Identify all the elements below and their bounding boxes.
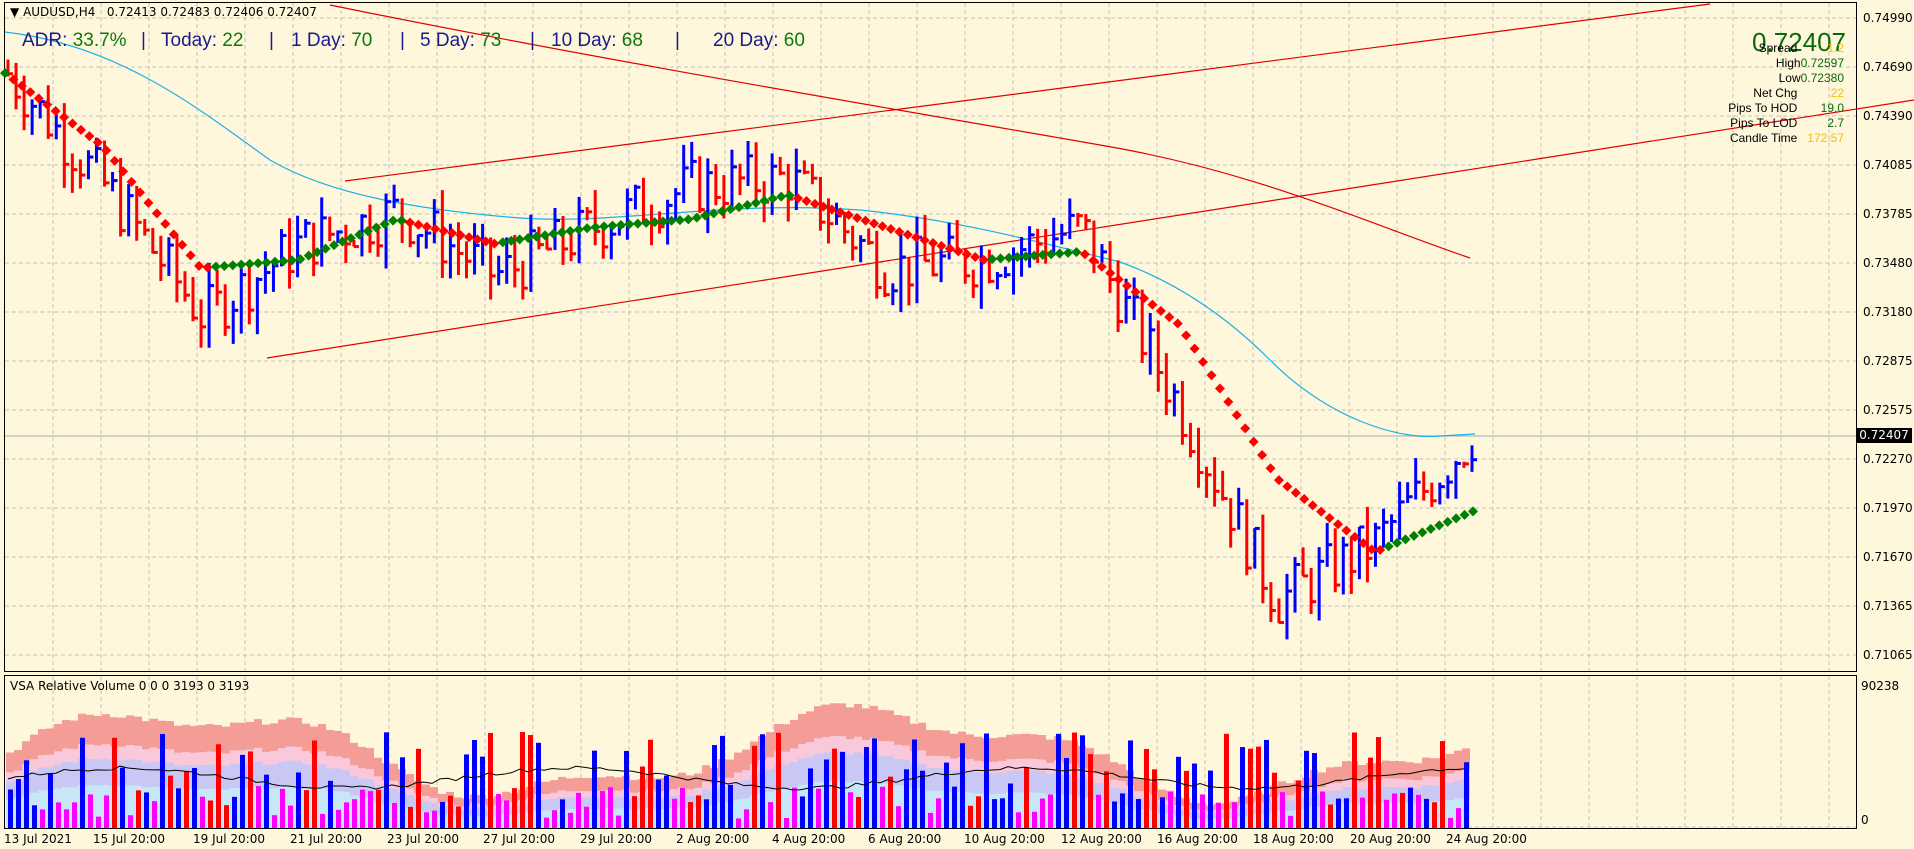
price-tick: 0.71970 <box>1863 501 1913 515</box>
collapse-triangle-icon[interactable]: ▼ <box>10 5 20 19</box>
info-row: Pips To LOD 2.7 <box>1690 116 1844 130</box>
info-label: Net Chg <box>1753 86 1798 100</box>
separator: | <box>400 30 405 51</box>
price-tick: 0.71670 <box>1863 550 1913 564</box>
info-value: 1.2 <box>1827 41 1844 55</box>
info-value: 2.7 <box>1827 116 1844 130</box>
time-tick: 29 Jul 20:00 <box>580 832 652 846</box>
price-tick: 0.74990 <box>1863 11 1913 25</box>
volume-chart-frame[interactable] <box>4 675 1857 829</box>
info-row: High0.72597 <box>1690 56 1844 70</box>
day1-stat: 1 Day: 70 <box>291 30 373 51</box>
info-label: Pips To LOD <box>1730 116 1798 130</box>
info-value: 0.72380 <box>1800 71 1844 85</box>
price-tick: 0.73180 <box>1863 305 1913 319</box>
day10-stat: 10 Day: 68 <box>551 30 643 51</box>
time-tick: 6 Aug 20:00 <box>868 832 942 846</box>
separator: | <box>675 30 680 51</box>
price-tick: 0.74690 <box>1863 60 1913 74</box>
price-tick: 0.71065 <box>1863 648 1913 662</box>
info-value: 0.72597 <box>1800 56 1844 70</box>
info-value: 22 <box>1830 86 1844 100</box>
separator: | <box>269 30 274 51</box>
price-tick: 0.72270 <box>1863 452 1913 466</box>
time-tick: 21 Jul 20:00 <box>290 832 362 846</box>
time-tick: 19 Jul 20:00 <box>193 832 265 846</box>
symbol-label: AUDUSD,H4 <box>23 5 96 19</box>
time-tick: 27 Jul 20:00 <box>483 832 555 846</box>
price-tick: 0.73785 <box>1863 207 1913 221</box>
info-row: Net Chg 22 <box>1690 86 1844 100</box>
adr-stat: ADR: 33.7% <box>22 30 127 51</box>
time-tick: 18 Aug 20:00 <box>1253 832 1334 846</box>
info-row: Spread 1.2 <box>1690 41 1844 55</box>
info-row: Candle Time 172:57 <box>1690 131 1844 145</box>
time-tick: 23 Jul 20:00 <box>387 832 459 846</box>
chart-header: ▼ AUDUSD,H4 0.72413 0.72483 0.72406 0.72… <box>10 5 317 19</box>
info-row: Low0.72380 <box>1690 71 1844 85</box>
volume-axis-max: 90238 <box>1861 679 1900 693</box>
today-stat: Today: 22 <box>161 30 244 51</box>
info-label: High <box>1775 56 1801 70</box>
info-label: Low <box>1778 71 1801 85</box>
time-tick: 13 Jul 2021 <box>4 832 72 846</box>
time-tick: 10 Aug 20:00 <box>964 832 1045 846</box>
day20-stat: 20 Day: 60 <box>713 30 805 51</box>
separator: | <box>530 30 535 51</box>
time-tick: 24 Aug 20:00 <box>1446 832 1527 846</box>
ohlc-values: 0.72413 0.72483 0.72406 0.72407 <box>106 5 317 19</box>
price-tick: 0.72575 <box>1863 403 1913 417</box>
time-tick: 20 Aug 20:00 <box>1350 832 1431 846</box>
price-tick: 0.73480 <box>1863 256 1913 270</box>
volume-indicator-title: VSA Relative Volume 0 0 0 3193 0 3193 <box>10 679 250 693</box>
separator: | <box>141 30 146 51</box>
info-value: 19.0 <box>1820 101 1844 115</box>
info-label: Spread <box>1758 41 1798 55</box>
current-price-big: 0.72407 <box>1752 27 1846 57</box>
price-tick: 0.74390 <box>1863 109 1913 123</box>
info-value: 172:57 <box>1807 131 1844 145</box>
day5-stat: 5 Day: 73 <box>420 30 502 51</box>
time-tick: 4 Aug 20:00 <box>772 832 846 846</box>
price-tick: 0.71365 <box>1863 599 1913 613</box>
info-label: Pips To HOD <box>1728 101 1798 115</box>
current-price-tag: 0.72407 <box>1856 428 1912 443</box>
price-tick: 0.72875 <box>1863 354 1913 368</box>
time-tick: 2 Aug 20:00 <box>676 832 750 846</box>
price-chart-frame[interactable] <box>4 2 1857 672</box>
time-tick: 15 Jul 20:00 <box>93 832 165 846</box>
time-tick: 16 Aug 20:00 <box>1157 832 1238 846</box>
time-tick: 12 Aug 20:00 <box>1061 832 1142 846</box>
info-row: Pips To HOD 19.0 <box>1690 101 1844 115</box>
price-tick: 0.74085 <box>1863 158 1913 172</box>
info-label: Candle Time <box>1729 131 1798 145</box>
volume-axis-min: 0 <box>1861 813 1869 827</box>
